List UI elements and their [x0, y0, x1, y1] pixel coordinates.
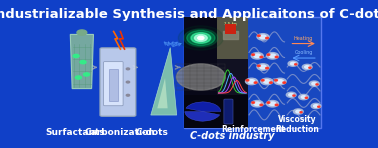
Circle shape — [251, 100, 263, 107]
Text: 1.5 kg: 1.5 kg — [223, 22, 236, 26]
Circle shape — [252, 102, 254, 103]
Circle shape — [178, 26, 223, 50]
Circle shape — [263, 80, 270, 83]
Circle shape — [274, 78, 286, 85]
Circle shape — [275, 56, 278, 58]
FancyBboxPatch shape — [225, 24, 236, 34]
Circle shape — [260, 104, 263, 106]
Circle shape — [177, 64, 225, 90]
Circle shape — [75, 76, 81, 79]
FancyBboxPatch shape — [217, 17, 248, 59]
Circle shape — [254, 82, 257, 83]
Text: C-dots: C-dots — [136, 128, 169, 137]
Circle shape — [80, 61, 86, 64]
Circle shape — [283, 82, 286, 83]
Circle shape — [245, 78, 257, 85]
Circle shape — [126, 68, 130, 70]
Text: Viscosity
Reduction: Viscosity Reduction — [275, 115, 319, 134]
Text: Reinforcement: Reinforcement — [221, 125, 285, 134]
Text: Cooling: Cooling — [294, 50, 313, 55]
Text: C-dots industry: C-dots industry — [191, 131, 275, 141]
Circle shape — [266, 67, 268, 69]
Circle shape — [311, 103, 321, 109]
Circle shape — [291, 62, 296, 65]
Circle shape — [270, 82, 272, 83]
Circle shape — [314, 105, 319, 107]
Polygon shape — [70, 34, 93, 89]
Circle shape — [305, 66, 310, 68]
Circle shape — [267, 54, 270, 55]
Circle shape — [288, 61, 298, 66]
Circle shape — [269, 54, 276, 58]
Polygon shape — [157, 78, 167, 108]
Circle shape — [187, 30, 215, 46]
Wedge shape — [186, 102, 221, 112]
Circle shape — [254, 102, 260, 106]
Circle shape — [312, 82, 317, 85]
Circle shape — [293, 109, 303, 114]
Circle shape — [260, 35, 266, 39]
Circle shape — [248, 80, 255, 83]
Circle shape — [126, 94, 130, 96]
FancyBboxPatch shape — [44, 0, 334, 148]
FancyBboxPatch shape — [104, 62, 123, 106]
Circle shape — [277, 80, 284, 83]
Circle shape — [305, 97, 307, 98]
FancyBboxPatch shape — [224, 99, 233, 124]
FancyBboxPatch shape — [100, 48, 136, 116]
Circle shape — [296, 110, 301, 113]
Circle shape — [252, 54, 254, 55]
Polygon shape — [151, 48, 177, 115]
FancyBboxPatch shape — [109, 69, 118, 100]
Circle shape — [77, 30, 87, 35]
Circle shape — [275, 104, 278, 106]
Circle shape — [300, 112, 302, 113]
Text: Carbonization: Carbonization — [84, 128, 155, 137]
Circle shape — [269, 102, 276, 106]
Circle shape — [275, 79, 277, 81]
Circle shape — [266, 53, 279, 59]
Circle shape — [257, 34, 269, 40]
Text: Industrializable Synthesis and Applicaitons of C-dots: Industrializable Synthesis and Applicait… — [0, 8, 378, 21]
Wedge shape — [185, 112, 220, 121]
Circle shape — [261, 78, 273, 85]
Circle shape — [73, 54, 79, 58]
Circle shape — [257, 64, 269, 70]
Circle shape — [293, 95, 295, 96]
Circle shape — [254, 54, 260, 58]
Circle shape — [266, 100, 279, 107]
Circle shape — [251, 53, 263, 59]
Circle shape — [266, 37, 268, 39]
Circle shape — [195, 35, 207, 41]
Circle shape — [286, 92, 296, 97]
Circle shape — [299, 94, 308, 100]
Text: Heating: Heating — [294, 36, 313, 41]
Circle shape — [257, 65, 260, 66]
Circle shape — [294, 64, 297, 65]
FancyBboxPatch shape — [217, 59, 248, 95]
FancyBboxPatch shape — [184, 17, 248, 128]
Circle shape — [316, 84, 318, 85]
Circle shape — [184, 29, 218, 47]
FancyBboxPatch shape — [184, 17, 321, 128]
Circle shape — [309, 67, 311, 68]
Circle shape — [198, 36, 204, 40]
Circle shape — [309, 81, 319, 86]
Circle shape — [257, 35, 260, 36]
Circle shape — [267, 102, 270, 103]
Circle shape — [301, 96, 306, 98]
Circle shape — [260, 56, 263, 58]
Circle shape — [289, 94, 294, 96]
Circle shape — [260, 65, 266, 69]
Circle shape — [84, 73, 90, 76]
Circle shape — [302, 64, 312, 70]
Circle shape — [261, 79, 264, 81]
Text: Surfactants: Surfactants — [45, 128, 105, 137]
Circle shape — [191, 33, 211, 43]
Circle shape — [246, 79, 249, 81]
Circle shape — [126, 81, 130, 83]
FancyBboxPatch shape — [184, 95, 248, 128]
Circle shape — [318, 106, 320, 107]
